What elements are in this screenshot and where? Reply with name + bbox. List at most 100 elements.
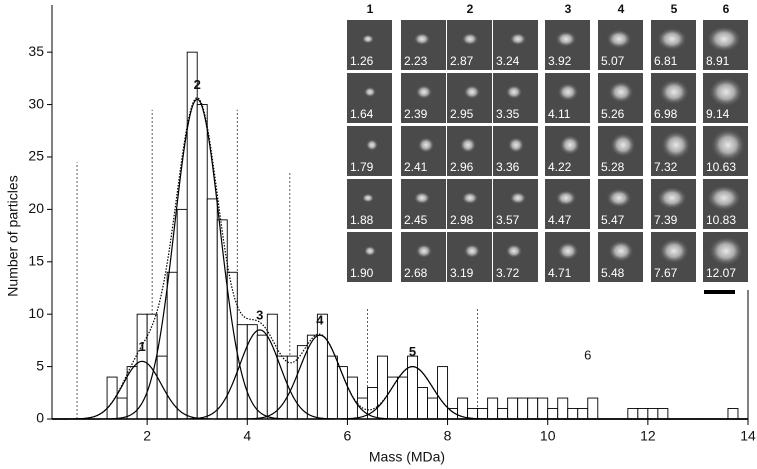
x-tick-label: 2	[143, 428, 151, 444]
mass-label: 2.98	[450, 213, 474, 227]
bar	[547, 408, 559, 420]
mass-label: 2.87	[450, 54, 474, 68]
micrograph	[347, 126, 392, 176]
particle	[505, 85, 523, 99]
bar	[487, 397, 499, 420]
mass-label: 10.63	[706, 160, 736, 174]
bar	[507, 397, 519, 420]
mass-label: 12.07	[706, 266, 736, 280]
particle	[509, 191, 527, 205]
particle	[657, 27, 687, 51]
mass-label: 4.22	[548, 160, 572, 174]
particle	[509, 32, 527, 46]
mass-label: 7.39	[654, 213, 678, 227]
gallery-column-label: 2	[467, 2, 474, 16]
particle	[557, 242, 579, 260]
mass-label: 3.36	[496, 160, 520, 174]
bar	[477, 408, 489, 420]
particle	[507, 137, 525, 153]
mass-label: 1.79	[350, 160, 374, 174]
y-tick-label: 35	[28, 43, 44, 59]
particle	[415, 244, 433, 258]
mass-label: 1.64	[350, 107, 374, 121]
fit-sum	[52, 97, 748, 420]
bar	[196, 104, 208, 420]
peak-label: 2	[194, 77, 201, 92]
peak-label: 5	[409, 344, 416, 359]
mass-label: 5.47	[601, 213, 625, 227]
x-tick-label: 6	[344, 428, 352, 444]
bar	[527, 397, 539, 420]
mass-label: 2.23	[404, 54, 428, 68]
particle	[463, 244, 481, 258]
bar	[316, 313, 328, 420]
bar	[407, 355, 418, 420]
particle	[364, 245, 376, 257]
mass-label: 1.88	[350, 213, 374, 227]
bar	[176, 208, 188, 420]
bar	[417, 387, 428, 420]
particle	[362, 34, 374, 44]
bar	[567, 408, 579, 420]
particle	[559, 135, 581, 155]
mass-label: 3.72	[496, 266, 520, 280]
particle	[659, 238, 689, 264]
mass-label: 4.71	[548, 266, 572, 280]
particle	[505, 244, 523, 258]
x-tick-label: 12	[640, 428, 656, 444]
particle	[659, 79, 689, 105]
bar	[116, 397, 128, 420]
bar	[377, 355, 388, 420]
bar	[537, 397, 549, 420]
bar	[236, 324, 248, 420]
micrograph	[347, 179, 392, 229]
particle	[557, 83, 579, 101]
particle	[707, 185, 741, 211]
particle	[364, 86, 376, 98]
particle	[555, 31, 577, 47]
particle	[366, 139, 378, 151]
mass-label: 5.48	[601, 266, 625, 280]
mass-label: 8.91	[706, 54, 730, 68]
mass-label: 6.81	[654, 54, 678, 68]
x-tick-label: 4	[243, 428, 251, 444]
bar	[246, 324, 258, 420]
bar	[637, 408, 649, 420]
mass-label: 10.83	[706, 213, 736, 227]
mass-label: 2.41	[404, 160, 428, 174]
particle	[661, 130, 691, 160]
particle	[415, 85, 433, 99]
mass-label: 3.57	[496, 213, 520, 227]
particle	[463, 85, 481, 99]
y-tick-label: 25	[28, 148, 44, 164]
x-axis-label: Mass (MDa)	[369, 449, 445, 465]
peak-label: 4	[316, 313, 324, 328]
gallery-column-label: 4	[618, 2, 625, 16]
annotation: 6	[584, 348, 591, 363]
particle	[707, 26, 741, 52]
bar	[557, 397, 569, 420]
bar	[577, 408, 589, 420]
mass-label: 1.26	[350, 54, 374, 68]
gallery-column-label: 1	[367, 2, 374, 16]
particle	[362, 193, 374, 203]
y-tick-label: 10	[28, 305, 44, 321]
bar	[627, 408, 639, 420]
gallery-column-label: 6	[723, 2, 730, 16]
x-tick-label: 8	[444, 428, 452, 444]
particle	[711, 128, 745, 162]
particle	[610, 133, 636, 157]
bar	[727, 408, 739, 420]
mass-label: 2.95	[450, 107, 474, 121]
y-tick-label: 0	[36, 410, 44, 426]
bar	[657, 408, 669, 420]
particle	[459, 137, 477, 153]
mass-label: 6.98	[654, 107, 678, 121]
particle	[709, 236, 743, 266]
y-tick-label: 5	[36, 357, 44, 373]
micrograph	[347, 20, 392, 70]
y-tick-label: 20	[28, 200, 44, 216]
y-tick-label: 30	[28, 95, 44, 111]
mass-label: 2.45	[404, 213, 428, 227]
